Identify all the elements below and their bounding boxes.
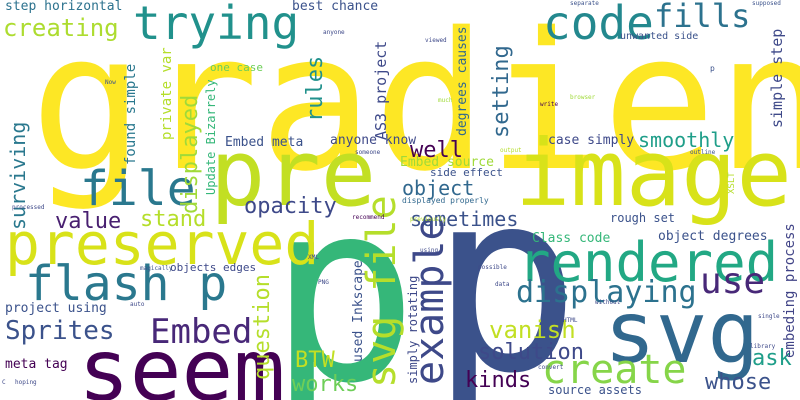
word-convert: convert — [538, 364, 564, 371]
word-displaying: displaying — [516, 275, 697, 310]
word-sometimes: sometimes — [410, 207, 519, 231]
word-update-bizarrely: Update Bizarrely — [204, 79, 218, 195]
word-create: create — [542, 347, 687, 393]
word-creating: creating — [3, 14, 119, 42]
word-data: data — [495, 281, 510, 288]
word-vanish: vanish — [489, 316, 576, 344]
word-processed: processed — [12, 204, 45, 211]
word-much: much — [438, 97, 453, 104]
word-case-simply: case simply — [548, 133, 635, 148]
word-objects-edges: objects edges — [170, 261, 257, 274]
word-simply-rotating: simply rotating — [406, 275, 420, 384]
word-sprites: Sprites — [5, 316, 115, 346]
word-library: library — [750, 343, 776, 350]
word-outline: outline — [690, 149, 716, 156]
word-auto: auto — [130, 301, 145, 308]
word-rendered: rendered — [518, 231, 779, 294]
word-someone: someone — [355, 149, 381, 156]
word-svg-file: svg file — [359, 195, 405, 388]
word-simple-step: simple step — [768, 28, 786, 128]
word-code: code — [543, 0, 654, 50]
word-possible: possible — [478, 264, 507, 271]
word-embed-source: Embed source — [400, 155, 494, 170]
word-used-inkscape: used Inkscape — [351, 260, 366, 362]
word-object: object — [402, 176, 475, 200]
word-rules: rules — [303, 55, 328, 122]
word-works: works — [292, 372, 359, 397]
word-p-small: p — [710, 64, 715, 73]
word-write: write — [540, 101, 559, 108]
word-separate: separate — [570, 0, 599, 7]
word-previously: previously — [410, 216, 447, 223]
word-without: without — [595, 299, 621, 306]
word-as3-project: AS3 project — [372, 40, 390, 140]
word-file: file — [80, 161, 196, 217]
word-anyone: anyone — [323, 29, 345, 36]
word-one-case: one case — [210, 61, 263, 74]
word-trying: trying — [133, 0, 300, 50]
word-private-var: private var — [159, 47, 175, 140]
word-surviving: surviving — [6, 121, 30, 230]
word-displayed: displayed — [178, 94, 203, 214]
word-embed: Embed — [150, 312, 253, 352]
word-output: output — [500, 147, 522, 154]
word-setting: setting — [489, 45, 514, 138]
word-found-simple: found simple — [123, 63, 139, 165]
word-xml: XML — [308, 254, 319, 261]
word-kinds: kinds — [465, 368, 532, 393]
word-project-using: project using — [5, 301, 107, 316]
word-p-large-green: p — [268, 147, 419, 400]
word-opacity: opacity — [244, 194, 337, 219]
word-pre: pre — [210, 120, 377, 227]
word-well: well — [410, 138, 463, 163]
word-object-degrees: object degrees — [658, 229, 768, 244]
word-embeding-process: embeding process — [782, 223, 798, 358]
word-anyone-know: anyone know — [330, 133, 417, 148]
word-smoothly: smoothly — [638, 128, 735, 152]
word-gradient: gradient — [30, 0, 800, 213]
word-recommend: recommend — [352, 214, 385, 221]
word-step-horizontal: step horizontal — [5, 0, 123, 14]
word-hoping: hoping — [15, 379, 37, 386]
word-class-code: Class code — [532, 231, 611, 246]
word-embed-meta: Embed meta — [225, 135, 304, 150]
word-whose: whose — [705, 370, 772, 395]
word-btw: BTW — [295, 348, 335, 373]
word-browser: browser — [570, 94, 596, 101]
word-magically: magically — [140, 265, 173, 272]
word-source-assets: source assets — [548, 383, 642, 397]
word-stand: stand — [140, 207, 207, 232]
word-best-chance: best chance — [292, 0, 379, 14]
word-ask: ask — [752, 346, 792, 371]
word-solution: solution — [478, 340, 584, 365]
word-side-effect: side effect — [430, 166, 503, 179]
word-question: question — [250, 274, 275, 380]
word-html: HTML — [563, 317, 578, 324]
word-value: value — [55, 209, 122, 234]
word-rough-set: rough set — [610, 211, 676, 225]
word-single: single — [758, 313, 780, 320]
word-flash-p: flash p — [25, 256, 228, 312]
word-meta-tag: meta tag — [5, 357, 68, 372]
word-c: C — [2, 379, 6, 386]
word-fills: fills — [654, 0, 751, 35]
word-svg: svg — [604, 283, 760, 383]
word-image: image — [515, 120, 792, 227]
word-use: use — [700, 261, 766, 302]
word-viewed: viewed — [425, 37, 447, 44]
word-now: Now — [105, 79, 116, 86]
word-xslt: XSLT — [727, 172, 737, 194]
word-preserved: preserved — [5, 210, 320, 278]
word-unwanted-side: unwanted side — [620, 31, 699, 42]
word-degrees-causes: degrees causes — [455, 26, 470, 136]
word-seem: seem — [78, 321, 286, 400]
word-supposed: supposed — [752, 0, 781, 7]
word-p-large-blue: p — [430, 137, 581, 400]
word-displayed-properly: displayed properly — [402, 196, 489, 205]
word-using: using — [420, 247, 439, 254]
word-png: PNG — [318, 279, 329, 286]
